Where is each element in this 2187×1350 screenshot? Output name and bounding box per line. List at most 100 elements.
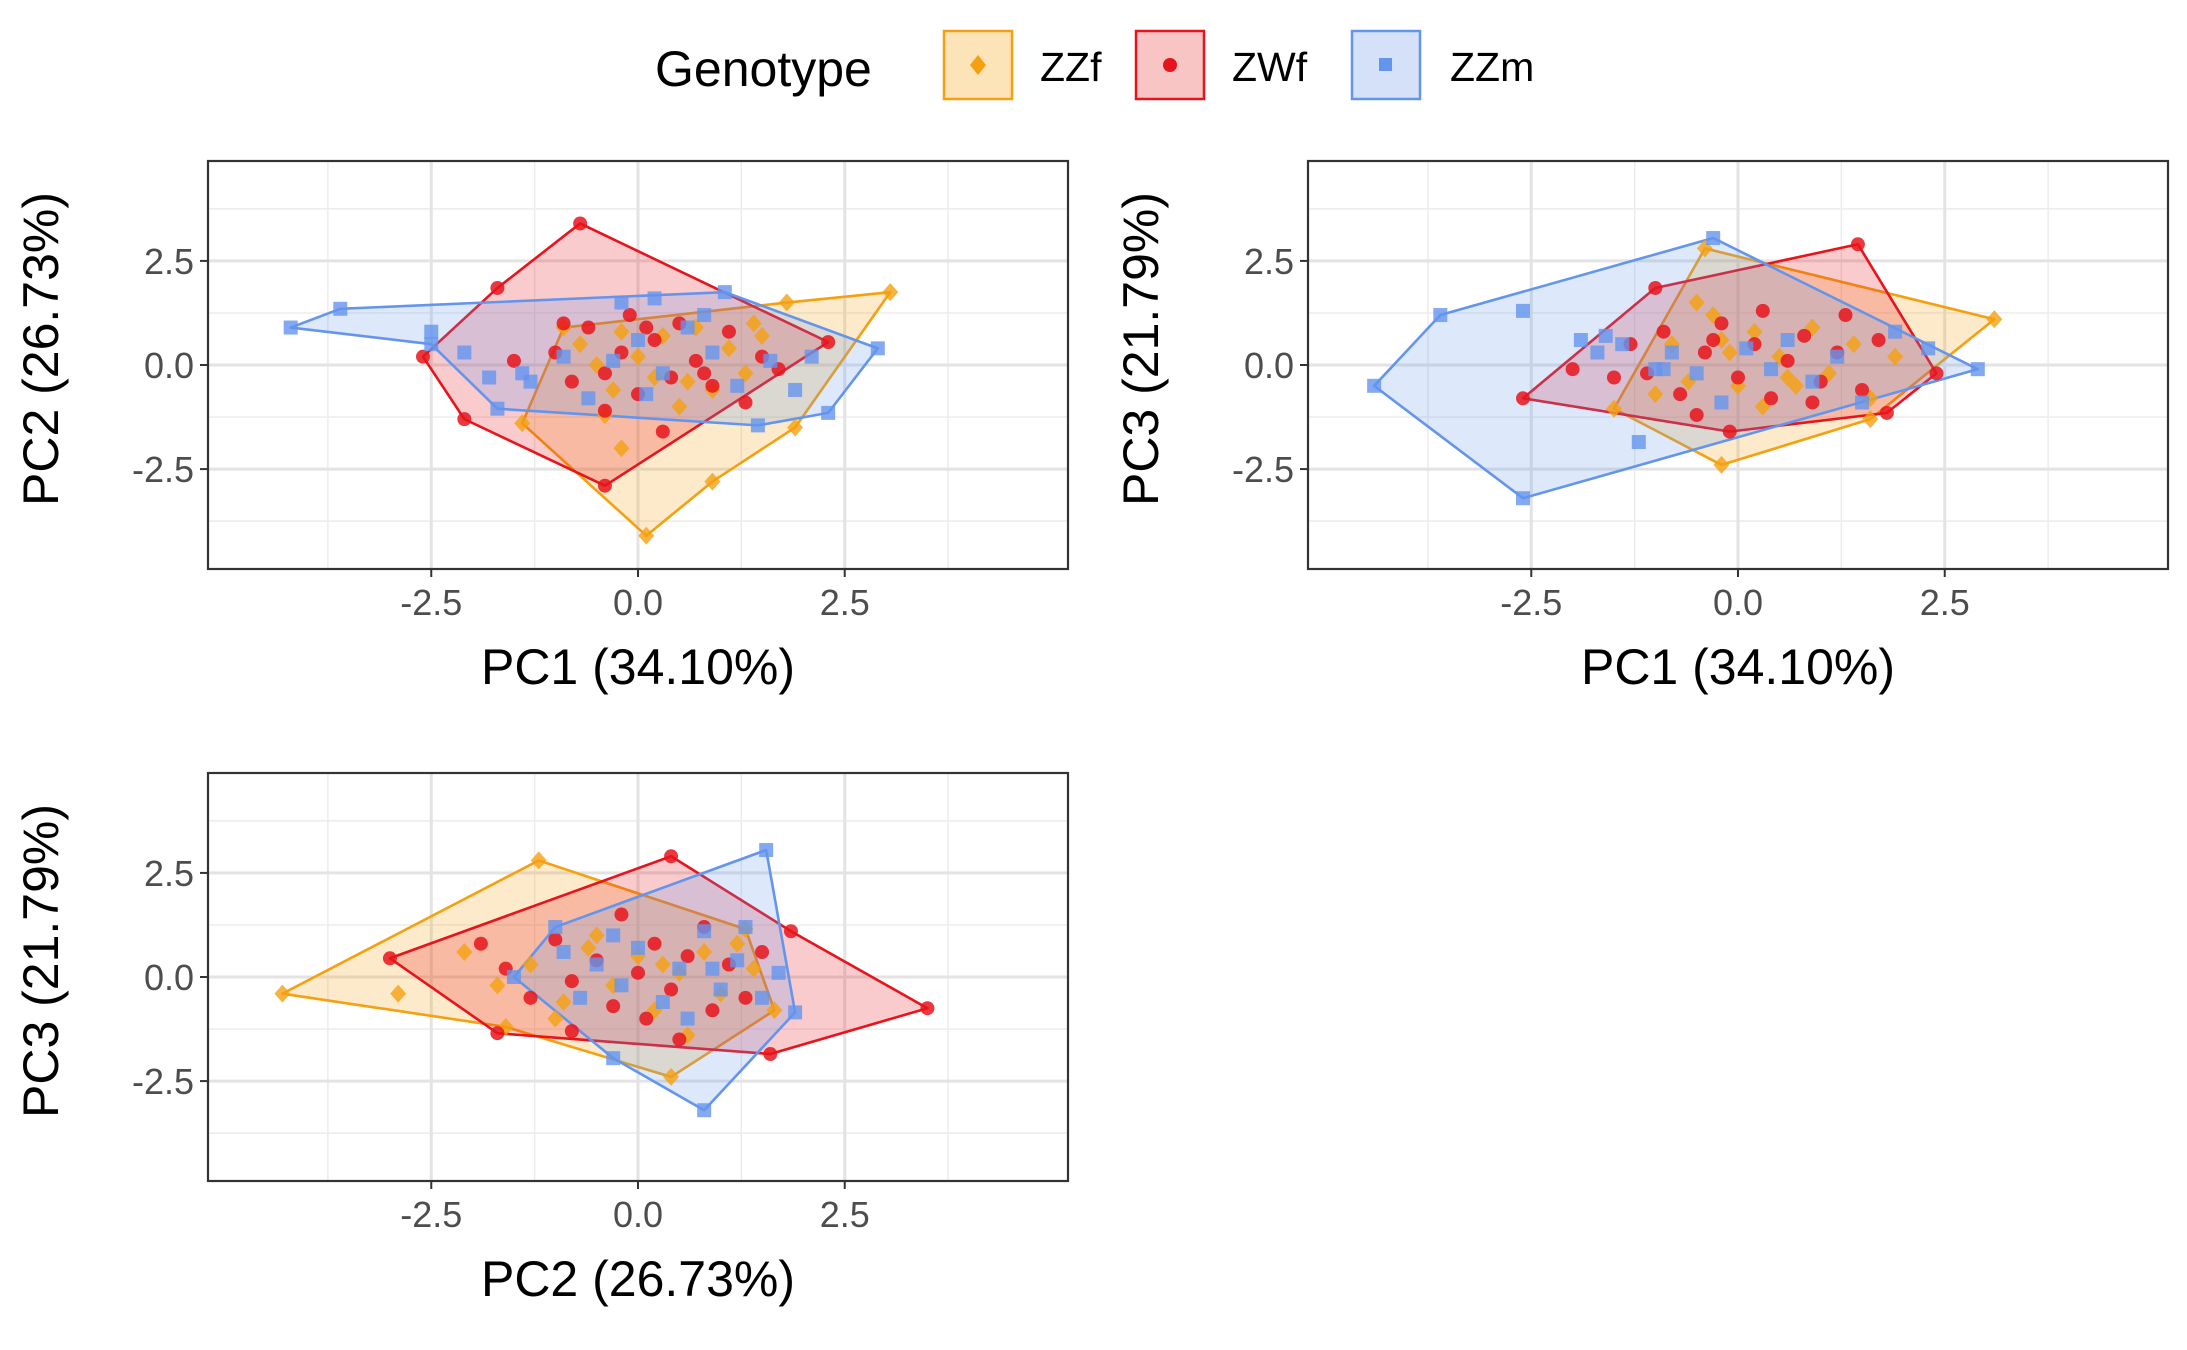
hull-zzm <box>1372 236 1980 500</box>
point-zzm <box>333 301 348 316</box>
point-zwf <box>763 1047 778 1062</box>
point-zwf <box>1722 424 1737 439</box>
point-zzf <box>588 926 605 945</box>
point-zwf <box>1731 370 1745 385</box>
x-tick-label: -2.5 <box>400 1194 462 1235</box>
point-zwf <box>1648 280 1663 295</box>
point-zzf <box>663 1067 680 1086</box>
point-zzm <box>1615 337 1630 352</box>
point-zzm <box>763 353 778 368</box>
point-zzm <box>655 366 670 381</box>
point-zzf <box>572 335 589 354</box>
point-zwf <box>1697 345 1712 360</box>
legend-key-zzm: ZZm <box>1350 29 1534 101</box>
point-zwf <box>1516 391 1530 406</box>
point-zzm <box>697 308 712 323</box>
point-zwf <box>597 403 612 418</box>
point-zzm <box>1433 308 1448 323</box>
point-zzf <box>605 380 622 399</box>
point-zzm <box>738 920 753 935</box>
point-zzf <box>1721 343 1738 362</box>
point-zwf <box>1706 333 1721 348</box>
point-zwf <box>622 308 637 323</box>
point-zwf <box>647 333 662 348</box>
point-zwf <box>1673 387 1688 402</box>
point-zzf <box>547 1009 564 1028</box>
point-zzm <box>697 924 712 939</box>
point-zzm <box>804 349 819 364</box>
point-zzm <box>1764 362 1779 377</box>
chart-panel-pc1-pc2: -2.5 0.0 2.5 -2.5 0.0 2.5 PC1 (34.10%) PC2 (26.… <box>13 159 1070 695</box>
point-zzf <box>580 938 597 957</box>
hull-zzf <box>1612 247 1996 467</box>
point-zzf <box>1779 368 1796 387</box>
point-zzm <box>506 970 521 984</box>
point-zwf <box>1797 328 1812 343</box>
chart-panel-pc1-pc3: -2.5 0.0 2.5 -2.5 0.0 2.5 PC1 (34.10%) PC3 (21.… <box>1113 159 2170 695</box>
point-zzm <box>1631 435 1646 450</box>
point-zzm <box>614 978 629 993</box>
point-zzm <box>515 366 530 381</box>
point-zzf <box>1713 455 1730 474</box>
point-zwf <box>1714 316 1729 331</box>
point-zwf <box>416 349 430 364</box>
point-zzm <box>1714 395 1729 410</box>
point-zzf <box>737 364 754 383</box>
point-zwf <box>1565 362 1580 377</box>
point-zzm <box>548 920 563 935</box>
point-zwf <box>597 366 612 381</box>
point-zzf <box>679 372 696 391</box>
point-zwf <box>457 412 472 427</box>
point-zzf <box>390 984 407 1003</box>
point-zzm <box>606 353 621 368</box>
point-zzm <box>759 843 774 858</box>
point-zzf <box>704 472 721 491</box>
point-zzf <box>778 293 795 312</box>
y-axis-title: PC3 (21.79%) <box>1113 192 1169 506</box>
point-zzm <box>424 324 439 339</box>
x-tick-label: 0.0 <box>613 1194 663 1235</box>
x-tick-label: -2.5 <box>400 582 462 623</box>
point-zzm <box>1516 303 1530 318</box>
point-zwf <box>606 999 621 1014</box>
point-zwf <box>920 1001 935 1016</box>
point-zwf <box>655 424 670 439</box>
point-zwf <box>1689 407 1704 422</box>
legend-label-zwf: ZWf <box>1232 44 1308 90</box>
point-zzf <box>671 397 688 416</box>
point-zzm <box>1367 378 1382 393</box>
point-zzm <box>581 391 596 406</box>
point-zwf <box>1871 333 1886 348</box>
point-zzm <box>1739 341 1754 356</box>
point-zzm <box>283 320 298 335</box>
point-zzf <box>274 984 291 1003</box>
point-zwf <box>821 335 836 350</box>
point-zzm <box>771 965 786 980</box>
point-zzf <box>1862 410 1879 429</box>
point-zzm <box>631 940 645 955</box>
point-zwf <box>1764 391 1779 406</box>
point-zzf <box>882 283 899 302</box>
point-zzm <box>457 345 472 360</box>
x-tick-label: 2.5 <box>820 582 870 623</box>
point-zzm <box>697 1103 712 1118</box>
point-zzm <box>713 982 728 997</box>
point-zzm <box>424 337 439 352</box>
point-zzf <box>1647 385 1664 404</box>
point-zwf <box>1855 382 1870 397</box>
point-zzf <box>489 976 506 995</box>
point-zzf <box>555 992 572 1011</box>
hull-zzf <box>520 290 892 537</box>
point-zwf <box>688 353 703 368</box>
point-zwf <box>664 849 679 864</box>
point-zwf <box>548 932 563 947</box>
point-zwf <box>738 395 753 410</box>
point-zzm <box>614 295 629 310</box>
point-zzf <box>1746 322 1763 341</box>
point-zzm <box>556 945 571 960</box>
point-zwf <box>1780 353 1795 368</box>
point-zzm <box>705 345 720 360</box>
point-zzm <box>606 1051 621 1066</box>
legend-circle-marker <box>1163 58 1177 72</box>
y-tick-label: 0.0 <box>1244 345 1294 386</box>
